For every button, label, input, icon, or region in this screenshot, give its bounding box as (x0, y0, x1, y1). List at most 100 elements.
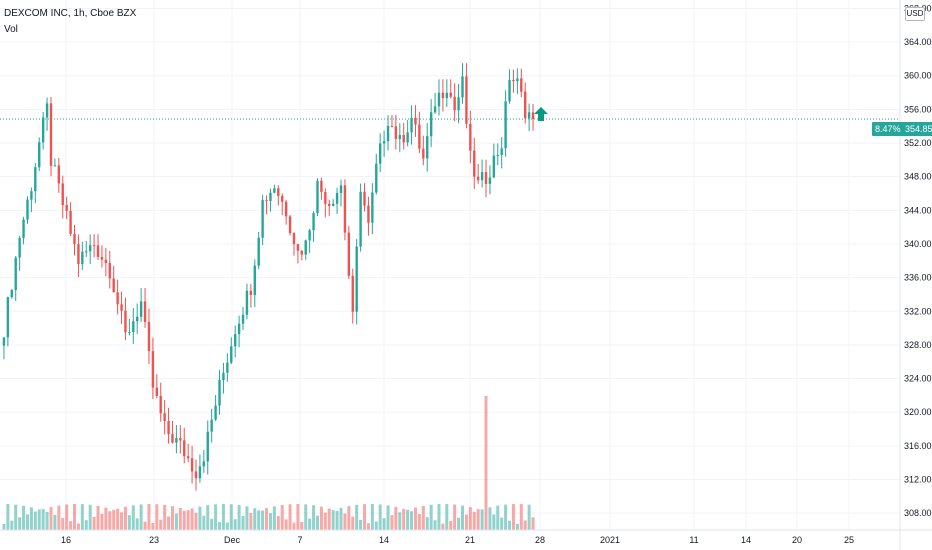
volume-bar (335, 510, 339, 530)
candle-body (65, 205, 68, 211)
candle-body (265, 200, 268, 202)
candle-body (2, 337, 6, 346)
volume-bar (206, 505, 210, 530)
candle-body (355, 246, 358, 312)
volume-bar (253, 508, 257, 530)
candle-body (171, 434, 174, 443)
volume-bar (229, 504, 233, 530)
candle-body (343, 185, 347, 233)
volume-bar (45, 511, 49, 530)
time-axis: 16 23 Dec 7 14 21 28 2021 11 14 20 25 (0, 529, 932, 545)
volume-bar (18, 517, 22, 530)
candle-body (324, 191, 327, 204)
volume-bar (292, 522, 296, 530)
candle-body (402, 135, 405, 143)
candle-body (151, 351, 155, 388)
candle-body (496, 155, 499, 157)
x-tick-label: 7 (297, 535, 302, 545)
volume-bar (57, 505, 61, 530)
volume-bar (265, 508, 269, 530)
volume-bar (6, 504, 10, 530)
volume-bar (378, 504, 382, 530)
volume-bar (49, 507, 53, 530)
candle-body (410, 117, 413, 133)
volume-bar (167, 516, 171, 530)
candle-body (520, 78, 523, 92)
volume-bar (186, 510, 190, 530)
volume-bar (65, 504, 69, 530)
candle-body (73, 233, 76, 245)
volume-bar (284, 519, 288, 530)
last-price-tag: 354.85 (902, 122, 932, 136)
candle-body (480, 172, 484, 181)
candle-body (159, 396, 162, 414)
candle-body (465, 76, 468, 124)
volume-bar (233, 519, 237, 530)
volume-bar (421, 505, 425, 530)
candle-body (453, 96, 456, 111)
candle-body (347, 232, 351, 276)
volume-bar (460, 505, 464, 530)
volume-bar (343, 513, 347, 530)
candle-body (45, 103, 49, 118)
candle-body (429, 112, 433, 137)
candle-body (531, 112, 535, 120)
currency-label[interactable]: USD (905, 7, 925, 21)
candle-body (524, 91, 527, 119)
candle-body (433, 106, 437, 113)
candle-body (233, 334, 237, 347)
volume-bar (429, 504, 433, 530)
volume-bar (261, 510, 265, 530)
candle-body (96, 245, 100, 258)
volume-bar (237, 505, 241, 530)
volume-bar (194, 512, 198, 530)
candle-body (304, 240, 307, 255)
y-tick-label: 312.00 (904, 475, 932, 485)
volume-bar (143, 521, 147, 530)
y-tick-label: 336.00 (904, 273, 932, 283)
candle-body (445, 92, 449, 99)
volume-bar (61, 517, 65, 530)
volume-bar (159, 519, 163, 530)
volume-bar (14, 504, 18, 530)
y-tick-label: 344.00 (904, 205, 932, 215)
candle-body (163, 413, 166, 422)
volume-bar (127, 515, 131, 530)
candle-body (296, 244, 300, 251)
y-tick-label: 360.00 (904, 71, 932, 81)
volume-bar (69, 521, 73, 530)
candle-body (230, 346, 233, 363)
volume-bar (347, 506, 351, 530)
volume-bar (92, 516, 96, 530)
candle-body (69, 210, 72, 234)
candle-body (527, 112, 531, 119)
x-tick-label: 23 (149, 535, 159, 545)
candle-body (308, 230, 311, 241)
candle-body (26, 199, 29, 220)
volume-bar (425, 517, 429, 530)
x-tick-label: Dec (224, 535, 241, 545)
volume-bar (511, 504, 515, 530)
volume-bar (492, 514, 496, 530)
y-tick-label: 352.00 (904, 138, 932, 148)
volume-bar (218, 522, 222, 530)
volume-bar (355, 504, 359, 530)
candle-body (504, 101, 507, 149)
candle-body (359, 191, 362, 247)
volume-bar (390, 515, 394, 530)
candle-body (320, 180, 323, 192)
candle-body (422, 148, 425, 159)
chart-legend: DEXCOM INC, 1h, Cboe BZX Vol (4, 6, 136, 38)
volume-bar (272, 506, 276, 530)
candle-body (38, 142, 41, 168)
volume-bar (241, 516, 245, 530)
volume-bar (366, 523, 370, 530)
volume-bar (304, 504, 308, 530)
candle-body (292, 233, 296, 245)
volume-bar (468, 507, 472, 530)
candle-body (398, 135, 401, 139)
candle-body (371, 192, 374, 223)
volume-bar (453, 504, 457, 530)
candle-body (143, 301, 147, 322)
